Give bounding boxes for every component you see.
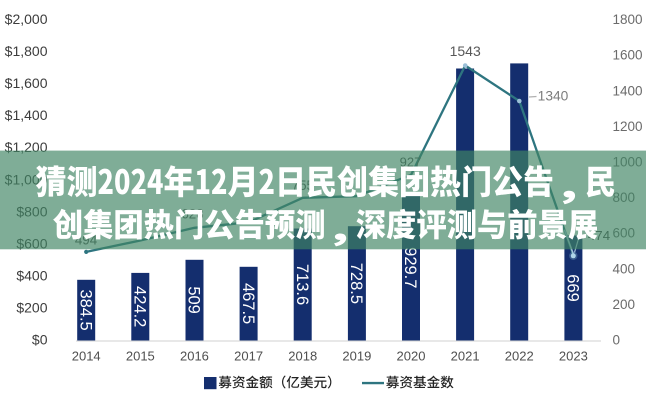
svg-text:2015: 2015 [126,349,155,364]
svg-text:2014: 2014 [72,349,101,364]
svg-text:2018: 2018 [288,349,317,364]
svg-text:713.6: 713.6 [293,264,311,305]
svg-text:400: 400 [613,261,636,276]
svg-text:2022: 2022 [505,349,534,364]
svg-text:2017: 2017 [234,349,263,364]
svg-text:$1,400: $1,400 [5,107,48,123]
svg-text:2020: 2020 [397,349,426,364]
svg-text:0: 0 [613,333,621,348]
svg-text:$1,600: $1,600 [5,75,48,91]
svg-text:2023: 2023 [559,349,588,364]
svg-text:424.2: 424.2 [131,286,149,327]
svg-text:1600: 1600 [613,48,643,63]
svg-text:509: 509 [185,286,203,314]
svg-text:$400: $400 [16,268,47,284]
svg-text:1400: 1400 [613,83,643,98]
svg-text:$200: $200 [16,300,47,316]
svg-text:384.5: 384.5 [76,289,94,330]
svg-text:1543: 1543 [450,43,481,59]
svg-text:200: 200 [613,297,636,312]
svg-text:2021: 2021 [451,349,480,364]
svg-text:1340: 1340 [538,88,569,103]
svg-text:$0: $0 [32,332,48,348]
svg-text:$1,800: $1,800 [5,43,48,59]
svg-text:669: 669 [564,274,582,302]
svg-text:2019: 2019 [342,349,371,364]
svg-text:1200: 1200 [613,119,643,134]
svg-text:728.5: 728.5 [347,263,365,304]
svg-text:929.7: 929.7 [401,247,419,288]
svg-text:1800: 1800 [613,12,643,27]
svg-text:$2,000: $2,000 [5,11,48,27]
svg-text:2016: 2016 [180,349,209,364]
svg-text:467.5: 467.5 [239,283,257,324]
